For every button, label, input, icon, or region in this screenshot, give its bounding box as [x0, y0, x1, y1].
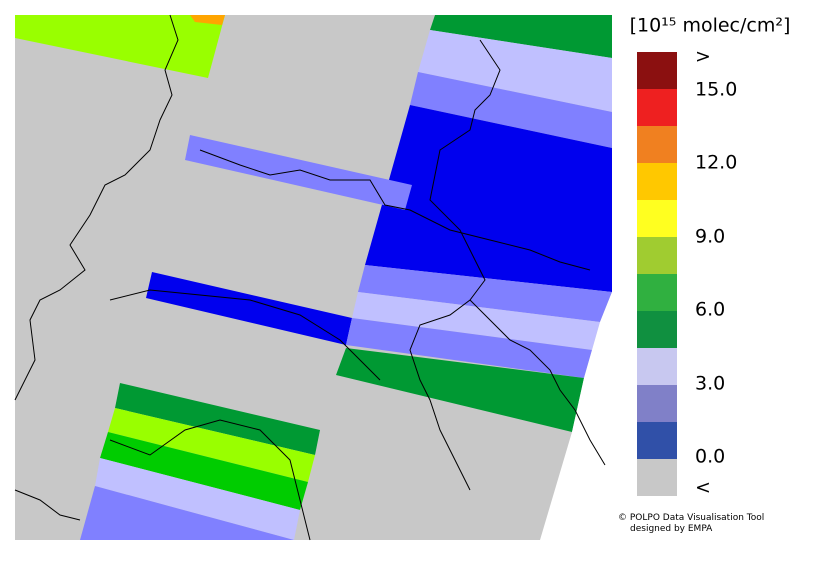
legend-swatch [637, 385, 677, 422]
credit: © POLPO Data Visualisation Tool [618, 513, 764, 523]
swath [95, 458, 300, 540]
legend-swatch [637, 126, 677, 163]
swath [100, 432, 308, 510]
coastline [469, 299, 606, 466]
legend-swatch [637, 52, 677, 89]
legend-label: < [695, 477, 711, 499]
legend-swatch [637, 274, 677, 311]
swath [108, 408, 315, 482]
border [199, 149, 591, 271]
swath [146, 272, 352, 345]
legend-swatch [637, 163, 677, 200]
coastline [109, 419, 311, 541]
border [14, 14, 179, 401]
swath [365, 105, 612, 292]
swath [410, 72, 612, 148]
coastline [14, 489, 81, 521]
swath [336, 348, 584, 432]
swath [190, 15, 225, 25]
legend-label: > [695, 46, 711, 68]
swath [80, 486, 294, 540]
swath [418, 30, 612, 112]
legend-swatch [637, 237, 677, 274]
legend-label: 15.0 [695, 79, 737, 101]
legend-title: [10¹⁵ molec/cm²] [630, 15, 791, 37]
swath [185, 135, 412, 210]
legend-label: 9.0 [695, 226, 725, 248]
swath [115, 383, 320, 455]
swath [430, 15, 612, 58]
swath [358, 265, 612, 322]
credit: designed by EMPA [630, 524, 713, 534]
legend-swatch [637, 200, 677, 237]
legend-label: 3.0 [695, 373, 725, 395]
legend-swatch [637, 459, 677, 496]
swath [346, 318, 592, 378]
legend-swatch [637, 311, 677, 348]
legend-label: 6.0 [695, 299, 725, 321]
map [14, 14, 612, 541]
legend-label: 12.0 [695, 152, 737, 174]
swath [352, 292, 600, 350]
legend-swatch [637, 422, 677, 459]
coastline [409, 39, 501, 491]
legend-swatch [637, 348, 677, 385]
border [109, 289, 381, 381]
legend-label: 0.0 [695, 446, 725, 468]
swath [15, 15, 225, 78]
legend-swatch [637, 89, 677, 126]
legend: [10¹⁵ molec/cm²] > 15.0 12.0 9.0 6.0 3.0… [630, 15, 791, 499]
no-data [540, 292, 612, 540]
